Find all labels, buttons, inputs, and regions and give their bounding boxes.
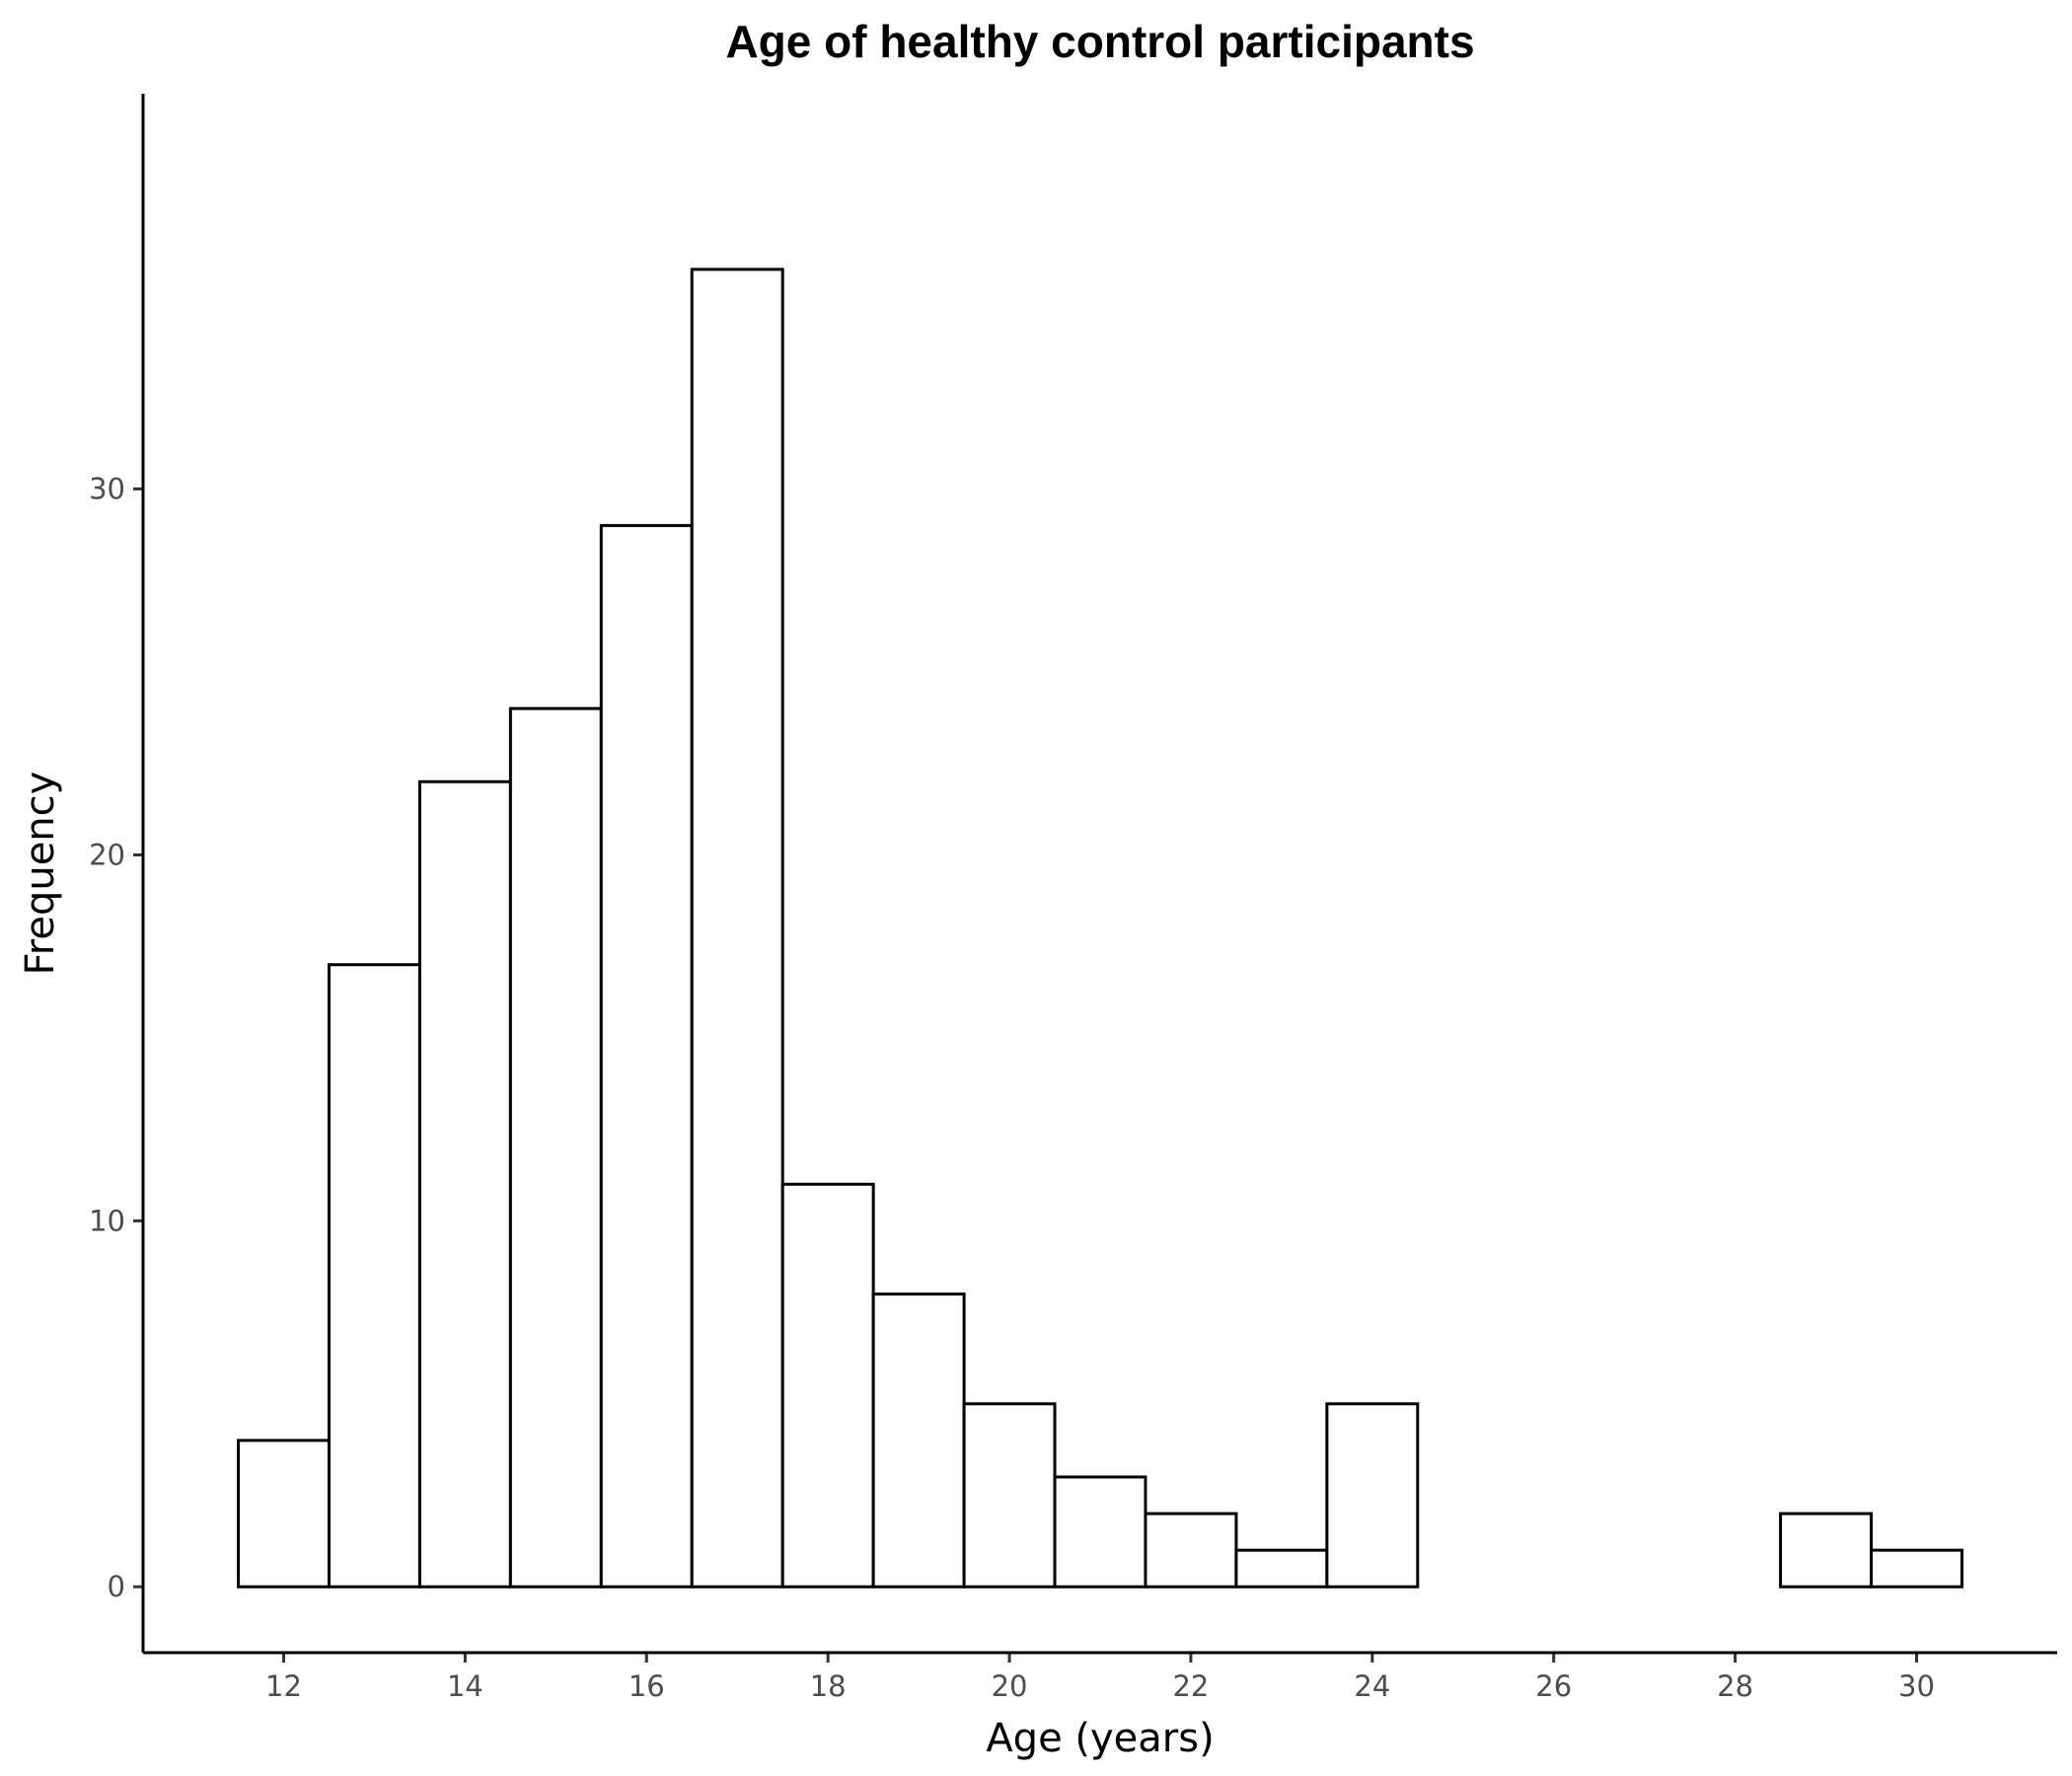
y-tick-label: 30 — [89, 473, 125, 506]
x-tick-label: 20 — [992, 1669, 1028, 1703]
histogram-bar-29 — [1779, 1512, 1874, 1589]
x-tick-label: 12 — [265, 1669, 302, 1703]
chart-title: Age of healthy control participants — [725, 16, 1474, 67]
x-tick-label: 18 — [810, 1669, 847, 1703]
x-tick-label: 26 — [1535, 1669, 1572, 1703]
histogram-bar-15 — [508, 706, 603, 1589]
y-tick-label: 20 — [89, 838, 125, 871]
histogram-bar-14 — [417, 779, 512, 1589]
histogram-bar-16 — [599, 524, 694, 1589]
histogram-bar-18 — [780, 1182, 875, 1589]
x-axis-title: Age (years) — [986, 1716, 1214, 1761]
histogram-bar-19 — [871, 1293, 966, 1589]
histogram-bar-22 — [1144, 1512, 1238, 1589]
histogram-bar-20 — [962, 1402, 1057, 1589]
histogram-bar-21 — [1053, 1475, 1147, 1589]
histogram-bar-23 — [1234, 1548, 1329, 1589]
histogram-bar-12 — [237, 1439, 331, 1589]
y-axis-title: Frequency — [18, 772, 63, 976]
y-tick-label: 0 — [108, 1570, 125, 1603]
histogram-bar-24 — [1325, 1402, 1420, 1589]
y-tick-label: 10 — [89, 1204, 125, 1237]
histogram-bar-30 — [1870, 1548, 1963, 1589]
x-tick-label: 16 — [629, 1669, 665, 1703]
histogram-bar-13 — [327, 963, 421, 1589]
y-axis-ticks: 0 10 20 30 — [89, 473, 143, 1603]
x-tick-label: 30 — [1898, 1669, 1935, 1703]
x-axis-ticks: 12 14 16 18 20 22 24 26 28 30 — [265, 1653, 1935, 1703]
x-tick-label: 22 — [1172, 1669, 1209, 1703]
bars-group — [237, 267, 1963, 1589]
x-tick-label: 28 — [1717, 1669, 1753, 1703]
x-tick-label: 14 — [447, 1669, 483, 1703]
histogram-bar-17 — [690, 267, 784, 1589]
x-tick-label: 24 — [1354, 1669, 1390, 1703]
